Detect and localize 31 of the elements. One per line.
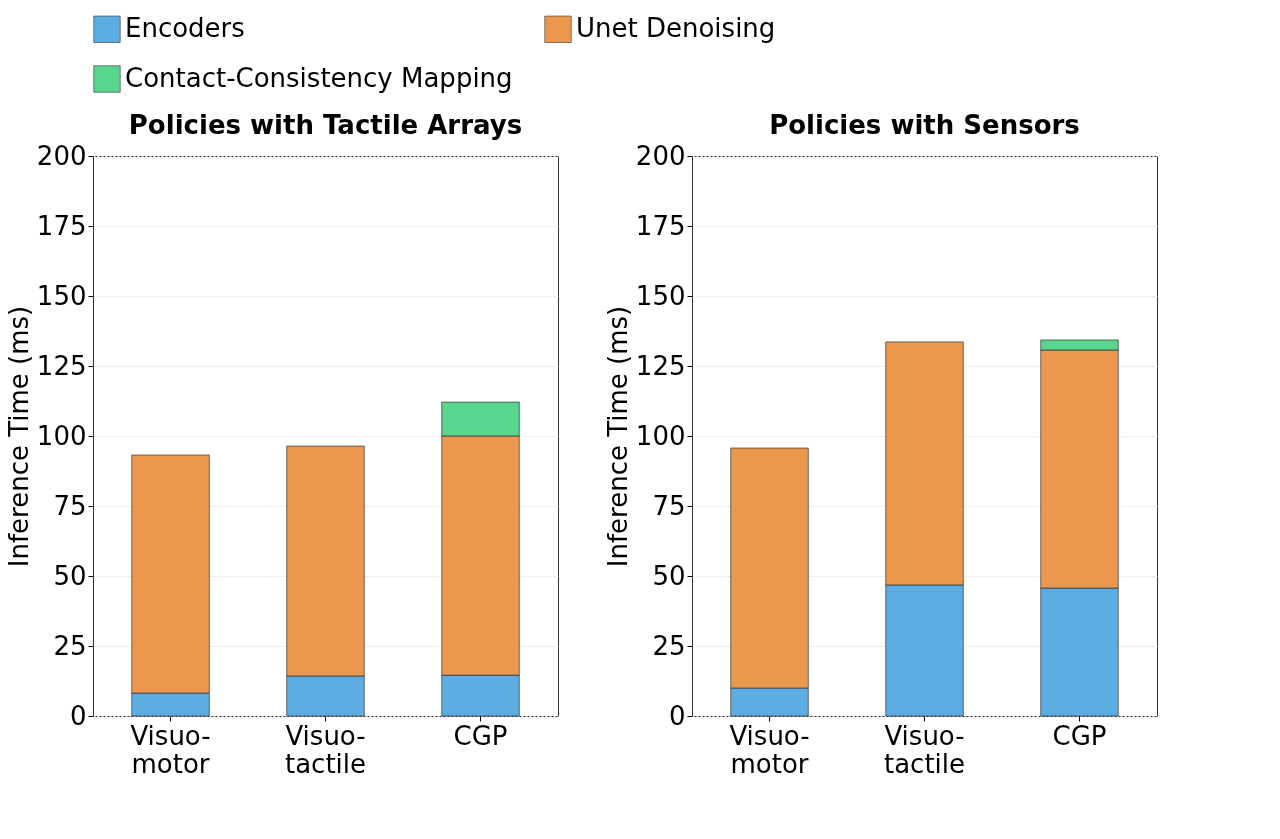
x-tick-label: Visuo- tactile [284, 720, 367, 779]
y-tick-label: 200 [635, 140, 686, 171]
y-tick-label: 50 [53, 560, 87, 591]
y-tick-label: 0 [668, 700, 686, 731]
x-tick-label: CGP [1052, 720, 1107, 751]
y-tick-label: 175 [635, 210, 686, 241]
y-tick-label: 200 [36, 140, 87, 171]
y-axis-title: Inference Time (ms) [602, 305, 633, 568]
y-tick-label: 100 [635, 420, 686, 451]
y-tick-label: 25 [652, 630, 686, 661]
y-tick-label: 50 [652, 560, 686, 591]
y-tick-label: 0 [69, 700, 87, 731]
x-tick-label: CGP [453, 720, 508, 751]
legend-label: Unet Denoising [576, 13, 776, 44]
y-tick-label: 125 [635, 350, 686, 381]
y-tick-label: 100 [36, 420, 87, 451]
y-tick-label: 25 [53, 630, 87, 661]
x-tick-label: Visuo- motor [729, 720, 810, 779]
legend-label: Encoders [125, 13, 245, 44]
y-tick-label: 125 [36, 350, 87, 381]
legend-label: Contact-Consistency Mapping [125, 63, 513, 93]
y-axis-title: Inference Time (ms) [3, 305, 34, 568]
y-tick-label: 75 [53, 490, 87, 521]
y-tick-label: 150 [36, 280, 87, 311]
x-tick-label: Visuo- tactile [883, 720, 966, 779]
chart-title: Policies with Tactile Arrays [128, 110, 523, 140]
y-tick-label: 75 [652, 490, 686, 521]
y-tick-label: 150 [635, 280, 686, 311]
chart-title: Policies with Sensors [769, 110, 1080, 140]
x-tick-label: Visuo- motor [130, 720, 211, 779]
y-tick-label: 175 [36, 210, 87, 241]
